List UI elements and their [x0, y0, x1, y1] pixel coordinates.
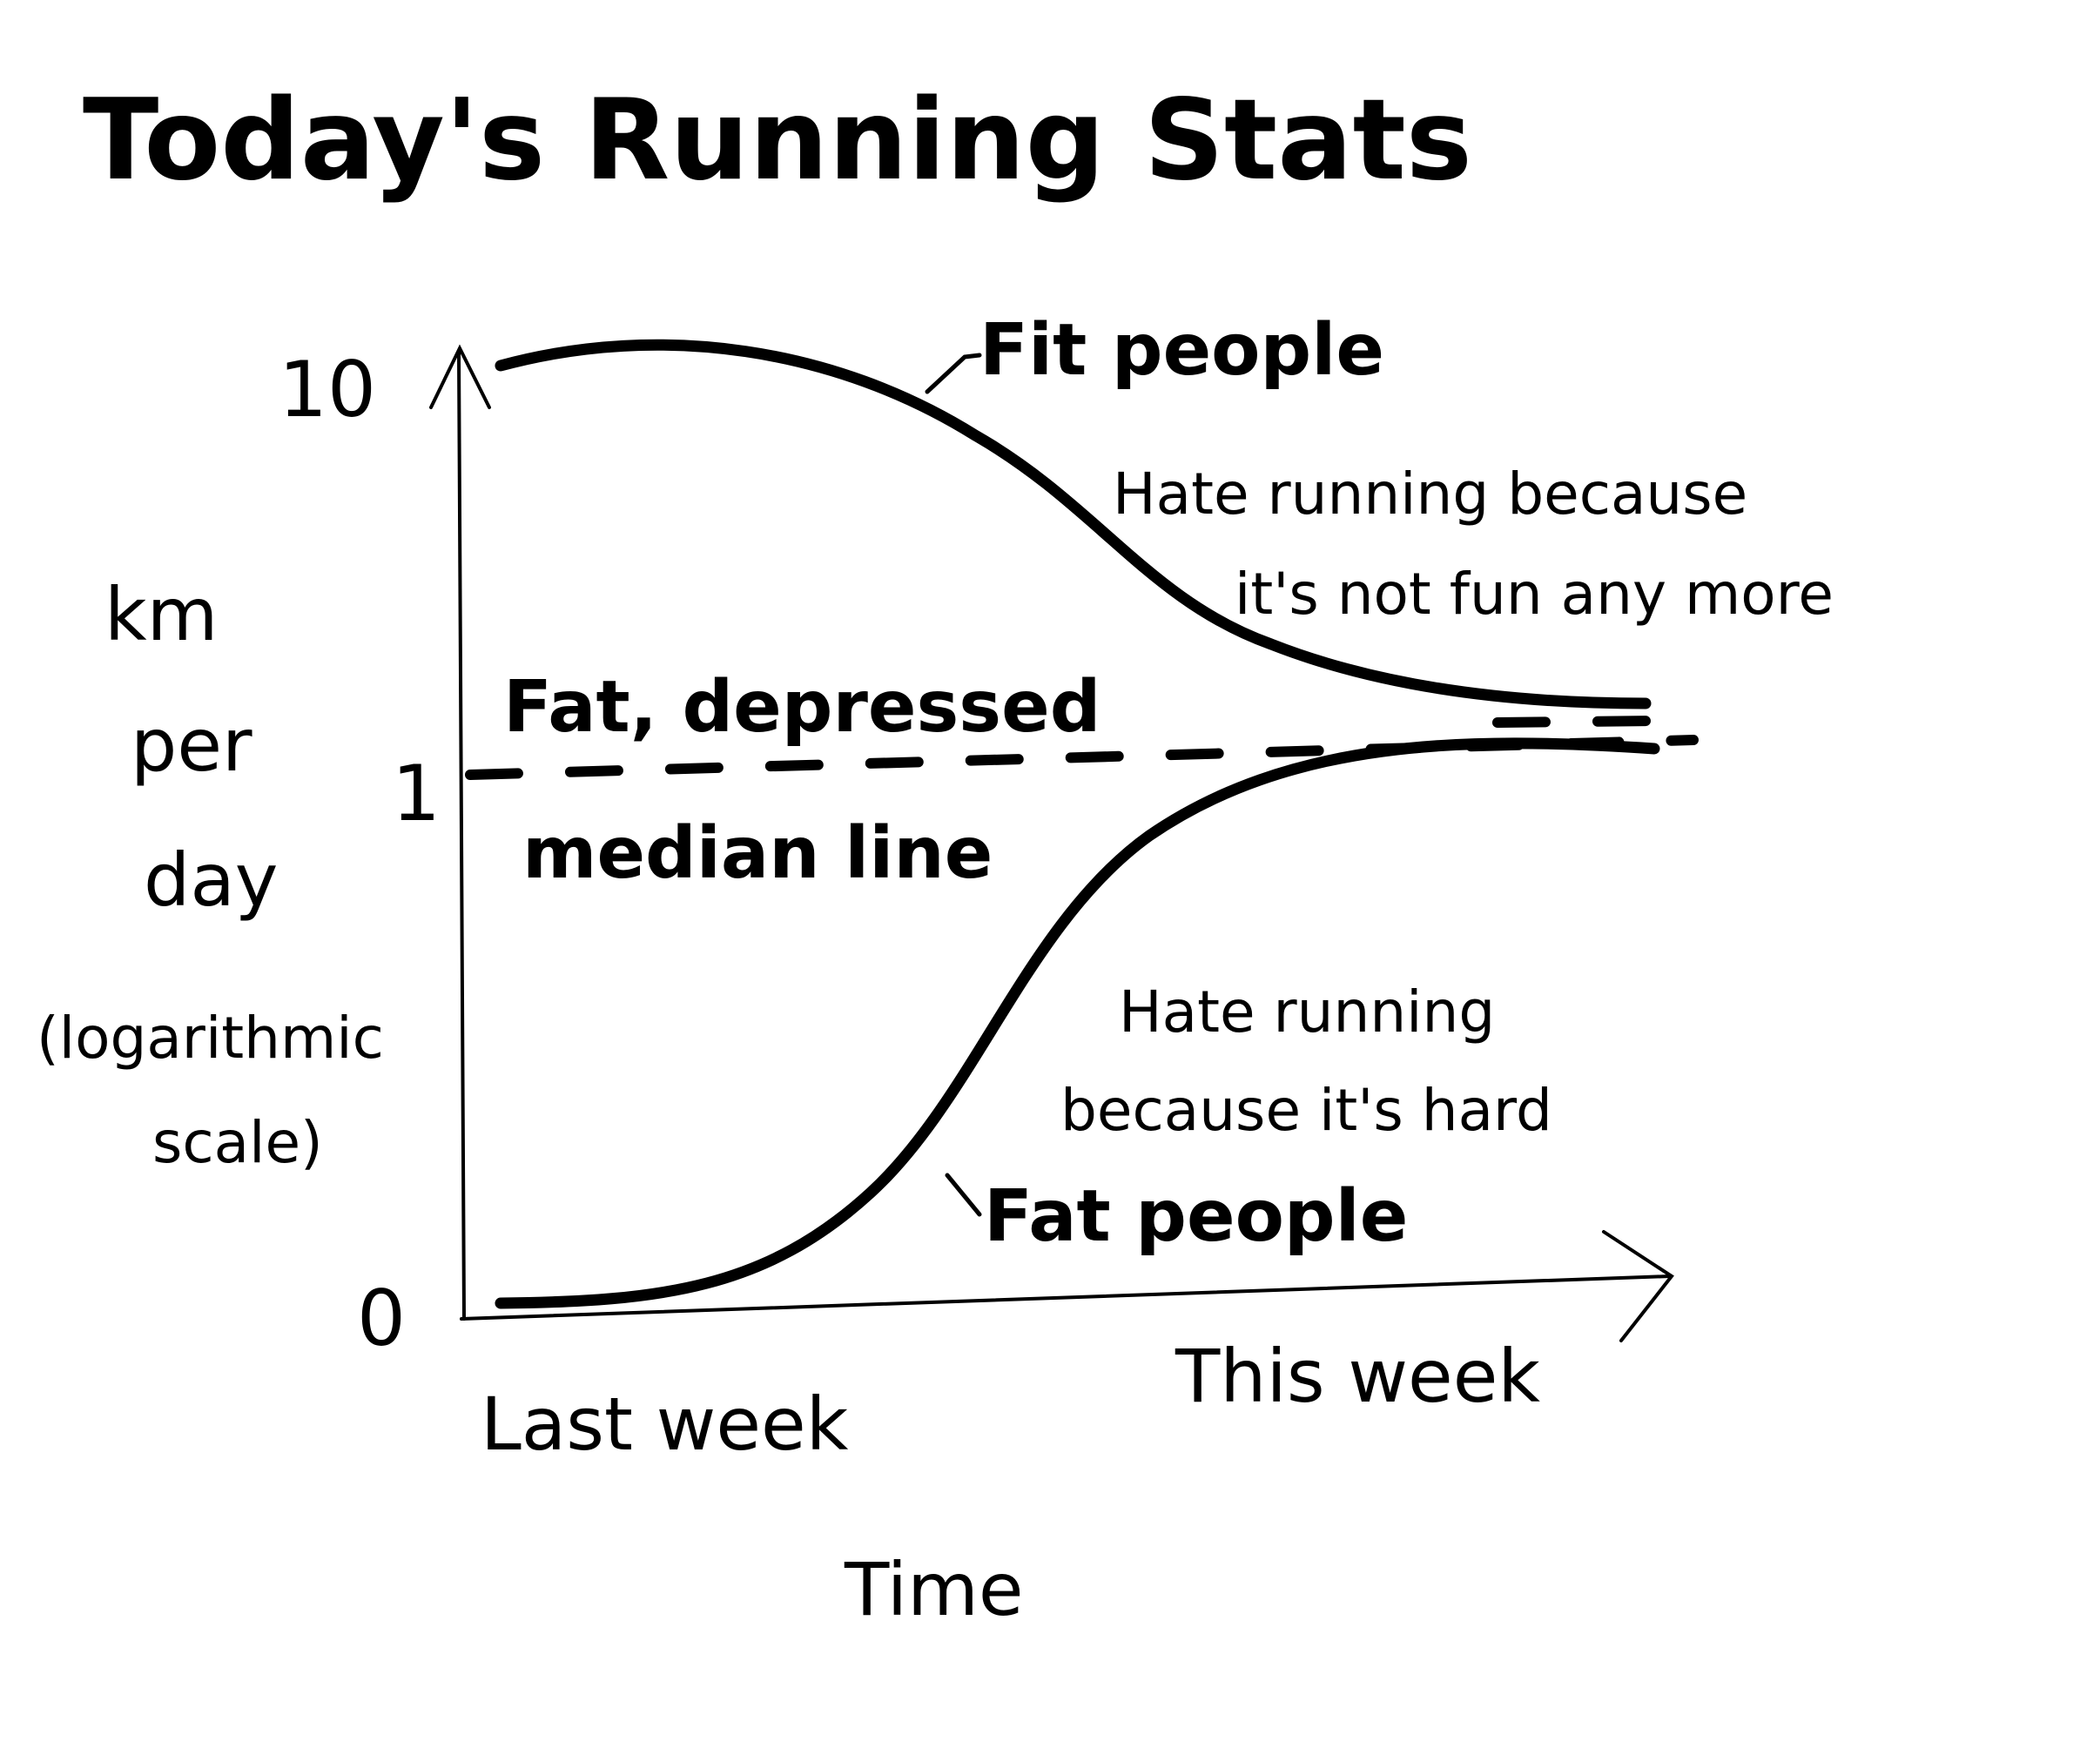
data-point-fat-people	[495, 1298, 506, 1308]
data-point-fit-people	[495, 360, 506, 371]
svg-text:(logarithmic: (logarithmic	[37, 1005, 384, 1072]
median-reference-line-extra	[1492, 716, 1659, 728]
x-tick-label: Last week	[481, 1382, 849, 1467]
series-line-fat-people	[495, 737, 1660, 1309]
data-point-fat-people	[1374, 746, 1385, 757]
chart-title: Today's Running Stats	[83, 76, 1472, 205]
svg-text:km: km	[104, 572, 218, 657]
y-tick-label: 10	[279, 345, 376, 434]
series-line-fit-people	[495, 339, 1652, 709]
svg-text:day: day	[144, 837, 279, 923]
median-line-label: Fat, depressed median line	[503, 666, 1100, 895]
data-point-fat-people	[764, 1255, 776, 1267]
svg-text:scale): scale)	[152, 1109, 323, 1176]
y-axis	[429, 344, 491, 1321]
data-point-fit-people	[972, 431, 983, 442]
svg-text:per: per	[131, 703, 252, 788]
fit-people-note: Hate running because it's not fun any mo…	[1113, 461, 1834, 628]
series-label-fat-people: Fat people	[984, 1175, 1408, 1258]
svg-text:median line: median line	[522, 812, 993, 895]
x-axis-label: Time	[844, 1547, 1024, 1632]
fat-people-note: Hate running because it's hard	[1060, 978, 1552, 1144]
data-point-fit-people	[1640, 698, 1651, 709]
x-tick-label: This week	[1175, 1334, 1540, 1419]
x-axis	[460, 1230, 1674, 1342]
data-point-fat-people	[1122, 847, 1134, 858]
svg-text:because it's hard: because it's hard	[1060, 1077, 1552, 1144]
svg-text:it's not fun any more: it's not fun any more	[1235, 561, 1834, 628]
fat-people-leader	[945, 1173, 982, 1217]
fit-people-leader	[925, 353, 982, 394]
svg-text:Hate running because: Hate running because	[1113, 461, 1747, 528]
svg-text:Hate running: Hate running	[1119, 978, 1495, 1046]
series-label-fit-people: Fit people	[979, 309, 1384, 392]
data-point-fit-people	[1394, 676, 1405, 687]
data-point-fit-people	[741, 346, 752, 357]
y-tick-label: 0	[357, 1274, 406, 1363]
y-axis-label: km per day (logarithmic scale)	[37, 572, 384, 1176]
data-point-fit-people	[1166, 583, 1177, 595]
svg-text:Fat, depressed: Fat, depressed	[503, 666, 1100, 749]
data-points	[495, 346, 1659, 1308]
y-tick-label: 1	[392, 749, 441, 838]
data-point-fat-people	[1649, 743, 1659, 754]
data-point-fat-people	[959, 1067, 971, 1079]
